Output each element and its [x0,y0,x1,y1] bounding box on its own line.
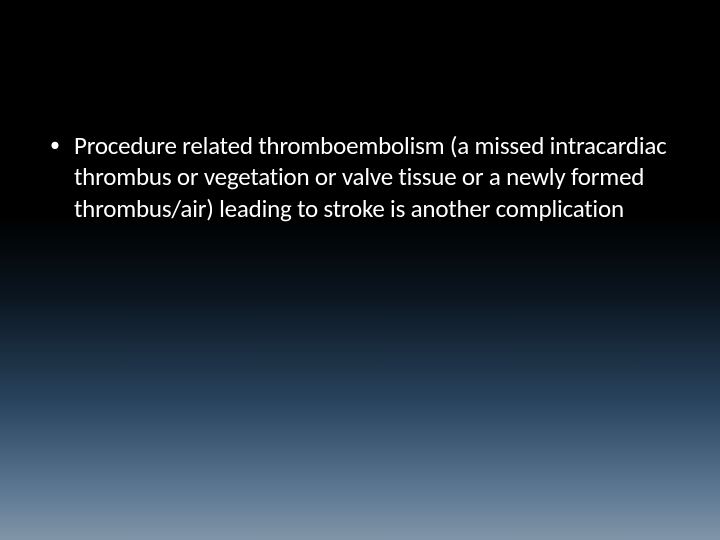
slide-container: • Procedure related thromboembolism (a m… [0,0,720,540]
bullet-text: Procedure related thromboembolism (a mis… [74,130,670,224]
bullet-marker: • [50,130,74,158]
bullet-item: • Procedure related thromboembolism (a m… [50,130,670,224]
content-area: • Procedure related thromboembolism (a m… [50,130,670,224]
